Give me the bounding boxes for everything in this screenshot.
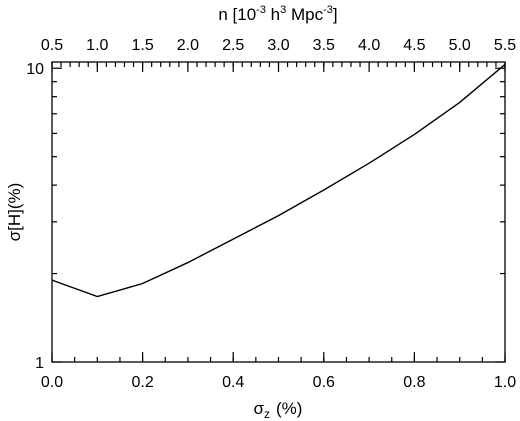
top-tick-label: 4.5: [403, 37, 425, 54]
top-axis-title-exp1: -3: [256, 4, 266, 16]
top-axis-title-mid: h: [266, 5, 280, 24]
x-axis-title: σz (%): [254, 399, 303, 421]
top-axis-title-prefix: n [10: [218, 5, 256, 24]
top-axis-title: n [10-3 h3 Mpc-3]: [218, 4, 337, 24]
top-axis-title-suffix: ]: [333, 5, 338, 24]
top-tick-label: 2.0: [177, 37, 199, 54]
top-axis-title-exp3: -3: [323, 4, 333, 16]
top-tick-label: 4.0: [358, 37, 380, 54]
top-axis-title-mid2: Mpc: [286, 5, 323, 24]
top-tick-label: 5.5: [494, 37, 516, 54]
x-tick-label: 0.8: [403, 374, 425, 391]
plot-frame: [51, 61, 506, 363]
x-tick-label: 0.4: [222, 374, 244, 391]
x-axis-title-tail: (%): [276, 399, 302, 418]
y-axis-title: σ[H](%): [5, 183, 24, 242]
y-tick-label: 10: [26, 61, 44, 78]
tick-labels: 0.0 0.2 0.4 0.6 0.8 1.0 0.5 1.0 1.5 2.0 2.5 3.0 3.5 4…: [26, 37, 516, 391]
series-line: [51, 63, 506, 298]
x-axis-title-sub: z: [264, 407, 270, 421]
x-tick-label: 0.0: [41, 374, 63, 391]
top-tick-label: 2.5: [222, 37, 244, 54]
top-tick-label: 1.5: [131, 37, 153, 54]
top-tick-label: 3.0: [267, 37, 289, 54]
x-tick-label: 0.2: [131, 374, 153, 391]
x-axis-title-main: σ: [254, 399, 265, 418]
top-axis-title-exp2: 3: [280, 4, 286, 16]
y-tick-label: 1: [35, 355, 44, 372]
x-tick-label: 1.0: [494, 374, 516, 391]
x-tick-label: 0.6: [313, 374, 335, 391]
top-tick-label: 0.5: [41, 37, 63, 54]
top-tick-label: 1.0: [86, 37, 108, 54]
axis-ticks: [51, 62, 506, 363]
top-tick-label: 3.5: [313, 37, 335, 54]
top-tick-label: 5.0: [449, 37, 471, 54]
